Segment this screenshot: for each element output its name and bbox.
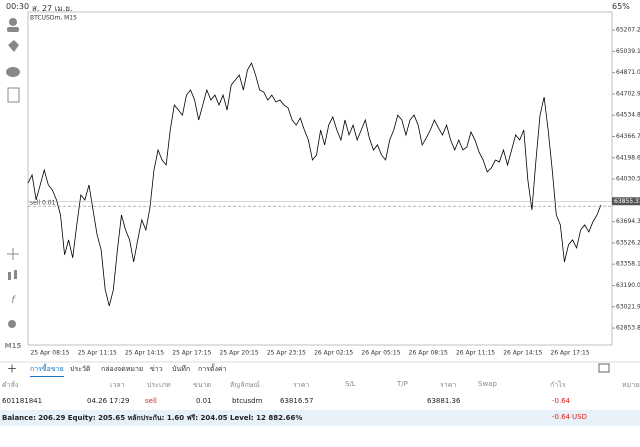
x-tick-label: 26 Apr 17:15 bbox=[551, 350, 590, 357]
summary-profit: -0.64 bbox=[552, 413, 571, 421]
y-tick-label: 64702.90 bbox=[616, 90, 640, 97]
candle-icon[interactable] bbox=[8, 272, 11, 280]
summary-currency: USD bbox=[572, 413, 587, 421]
plot-frame bbox=[27, 11, 613, 346]
y-tick-label: 65039.10 bbox=[616, 48, 640, 55]
y-tick-label: 63021.90 bbox=[616, 303, 640, 310]
x-tick-label: 26 Apr 05:15 bbox=[361, 350, 400, 357]
order-label: sell 0.01 bbox=[30, 200, 56, 207]
objects-icon[interactable] bbox=[8, 320, 16, 328]
table-header: Swap bbox=[478, 380, 497, 388]
toolbar-icons: f bbox=[6, 18, 20, 328]
tab[interactable]: การซื้อขาย bbox=[30, 364, 64, 377]
x-tick-label: 25 Apr 20:15 bbox=[220, 350, 259, 357]
panel-icon[interactable] bbox=[598, 363, 610, 373]
summary-text: Balance: 206.29 Equity: 205.65 หลักประกั… bbox=[2, 414, 303, 422]
x-tick-label: 25 Apr 14:15 bbox=[125, 350, 164, 357]
tab[interactable]: ประวัติ bbox=[70, 365, 91, 373]
x-tick-label: 26 Apr 11:15 bbox=[456, 350, 495, 357]
table-header: สัญลักษณ์ bbox=[230, 381, 260, 389]
status-date: ส. 27 เม.ย. bbox=[32, 4, 73, 13]
tab[interactable]: บันทึก bbox=[172, 365, 191, 373]
crosshair-icon[interactable] bbox=[7, 248, 19, 260]
x-tick-label: 25 Apr 11:15 bbox=[78, 350, 117, 357]
current-price-box bbox=[612, 197, 640, 206]
table-header: กำไร bbox=[550, 381, 566, 389]
y-tick-label: 64030.50 bbox=[616, 176, 640, 183]
table-header: หมายเหตุ bbox=[622, 381, 640, 389]
candle-icon-2 bbox=[14, 270, 17, 279]
table-cell: sell bbox=[145, 397, 157, 405]
trade-icon[interactable] bbox=[8, 40, 19, 52]
y-tick-label: 63694.30 bbox=[616, 218, 640, 225]
x-tick-label: 26 Apr 08:15 bbox=[409, 350, 448, 357]
x-tick-label: 26 Apr 14:15 bbox=[503, 350, 542, 357]
x-tick-label: 25 Apr 17:15 bbox=[172, 350, 211, 357]
table-cell: 601181841 bbox=[2, 397, 43, 405]
table-cell: -0.64 bbox=[552, 397, 571, 405]
tab[interactable]: การตั้งค่า bbox=[198, 365, 227, 373]
table-header: ขนาด bbox=[193, 381, 212, 389]
y-tick-label: 64366.70 bbox=[616, 133, 640, 140]
table-cell: 04.26 17:29 bbox=[87, 397, 130, 405]
y-tick-label: 63358.10 bbox=[616, 261, 640, 268]
symbol-label: BTCUSDm, M15 bbox=[30, 15, 77, 22]
table-header: ราคา bbox=[440, 381, 457, 389]
table-header: T/P bbox=[397, 380, 408, 388]
y-tick-label: 62853.80 bbox=[616, 325, 640, 332]
x-tick-label: 26 Apr 02:15 bbox=[314, 350, 353, 357]
timeframe-button[interactable]: M15 bbox=[5, 342, 22, 350]
price-line bbox=[27, 62, 602, 306]
chat-icon[interactable] bbox=[6, 67, 20, 77]
table-header: คำสั่ง bbox=[2, 381, 19, 389]
y-tick-label: 65207.20 bbox=[616, 27, 640, 34]
table-header: S/L bbox=[345, 380, 356, 388]
account-icon[interactable] bbox=[9, 18, 17, 26]
summary-bg bbox=[0, 410, 640, 426]
y-tick-label: 64198.60 bbox=[616, 154, 640, 161]
add-button[interactable]: + bbox=[7, 362, 17, 376]
tab[interactable]: ข่าว bbox=[150, 365, 163, 373]
status-time: 00:30 bbox=[6, 2, 30, 11]
y-tick-label: 64534.80 bbox=[616, 112, 640, 119]
doc-icon[interactable] bbox=[7, 87, 20, 103]
table-cell: 63881.36 bbox=[427, 397, 461, 405]
table-header: ราคา bbox=[293, 381, 310, 389]
account-icon-body bbox=[7, 27, 19, 32]
table-cell: 63816.57 bbox=[280, 397, 314, 405]
tab[interactable]: กล่องจดหมาย bbox=[101, 365, 144, 373]
y-tick-label: 63526.20 bbox=[616, 239, 640, 246]
y-tick-label: 64871.00 bbox=[616, 69, 640, 76]
y-tick-label: 63190.00 bbox=[616, 282, 640, 289]
table-header: เวลา bbox=[110, 381, 125, 389]
table-cell: 0.01 bbox=[196, 397, 212, 405]
table-cell: btcusdm bbox=[232, 397, 263, 405]
current-price-label: 63855.31 bbox=[614, 198, 640, 205]
table-header: ประเภท bbox=[147, 381, 171, 389]
indicator-icon[interactable]: f bbox=[11, 295, 16, 306]
x-tick-label: 25 Apr 08:15 bbox=[30, 350, 69, 357]
status-battery: 65% bbox=[612, 2, 630, 11]
x-tick-label: 25 Apr 23:15 bbox=[267, 350, 306, 357]
